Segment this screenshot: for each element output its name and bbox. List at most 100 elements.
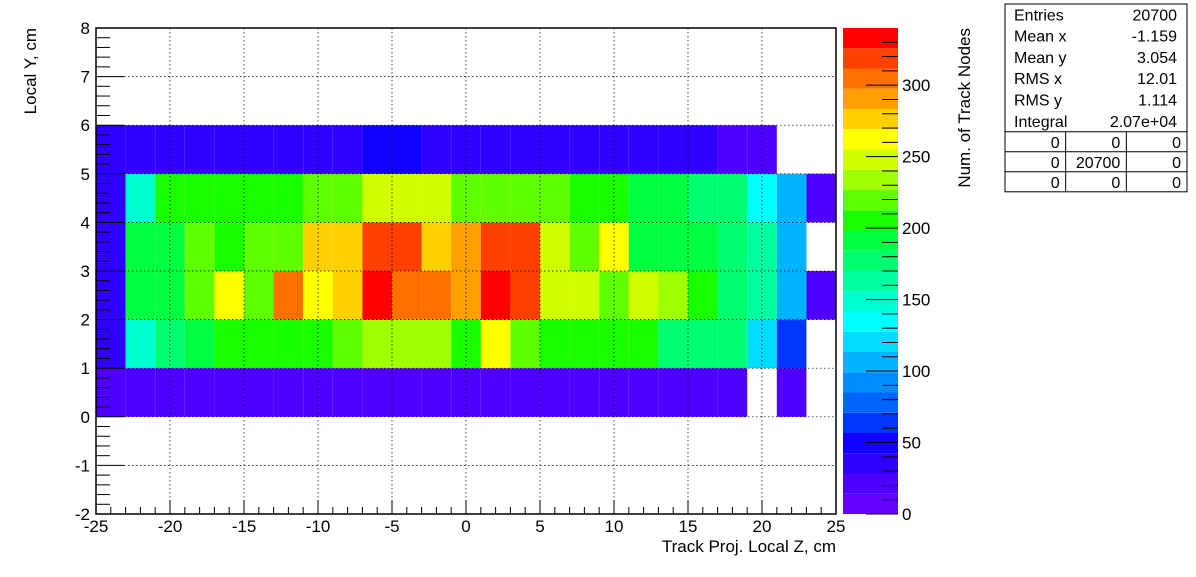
palette-level (843, 190, 898, 211)
y-tick-label: 2 (81, 311, 90, 330)
heatmap-bin (658, 319, 688, 369)
z-tick-label: 0 (902, 505, 911, 524)
heatmap-bin (96, 173, 126, 223)
heatmap-bin (421, 271, 452, 320)
heatmap-bin (480, 222, 511, 271)
heatmap-bin (155, 173, 185, 223)
heatmap-bin (717, 368, 748, 417)
palette-level (843, 48, 898, 69)
heatmap-bin (392, 222, 422, 271)
stats-label: Integral (1014, 114, 1067, 131)
heatmap-bin (480, 173, 511, 223)
stats-value: 1.114 (1138, 93, 1177, 110)
stats-grid-cell: 0 (1172, 155, 1181, 172)
x-tick-label: 20 (753, 517, 772, 536)
x-tick-label: -20 (158, 517, 183, 536)
heatmap-bin (510, 271, 540, 320)
heatmap-bin (510, 173, 540, 223)
heatmap-bin (688, 368, 718, 417)
heatmap-bin (628, 125, 659, 174)
stats-box-frame (1004, 3, 1188, 193)
palette-level (843, 109, 898, 130)
heatmap-bin (362, 271, 392, 320)
heatmap-bin (96, 319, 126, 369)
heatmap-bin (599, 271, 629, 320)
heatmap-bin (628, 368, 659, 417)
y-tick-label: -1 (75, 456, 90, 475)
heatmap-bin (776, 368, 807, 417)
palette-level (843, 210, 898, 231)
heatmap-bin (510, 368, 540, 417)
palette-level (843, 68, 898, 89)
heatmap-bin (392, 368, 422, 417)
heatmap-bin (628, 222, 659, 271)
heatmap-bin (717, 173, 748, 223)
heatmap-bin (688, 173, 718, 223)
heatmap-bin (421, 222, 452, 271)
stats-value: -1.159 (1132, 29, 1177, 46)
heatmap-bin (806, 173, 836, 223)
heatmap-bin (184, 271, 215, 320)
heatmap-bin (540, 319, 570, 369)
heatmap-bin (332, 222, 363, 271)
heatmap-bin (303, 271, 333, 320)
z-tick-label: 300 (902, 76, 930, 95)
heatmap-bin (332, 319, 363, 369)
heatmap-bin (658, 222, 688, 271)
heatmap-bin (540, 173, 570, 223)
y-tick-label: 0 (81, 408, 90, 427)
heatmap-bin (214, 368, 244, 417)
x-tick-label: 15 (679, 517, 698, 536)
heatmap-bin (214, 222, 244, 271)
heatmap-bin (717, 222, 748, 271)
palette-level (843, 230, 898, 251)
heatmap-bin (273, 125, 304, 174)
heatmap-bin (540, 271, 570, 320)
x-tick-label: -10 (306, 517, 331, 536)
heatmap-bin (747, 271, 777, 320)
palette-level (843, 28, 898, 49)
stats-grid-cell: 0 (1051, 155, 1060, 172)
palette-level (843, 311, 898, 332)
stats-grid-cell: 0 (1111, 135, 1120, 152)
heatmap-bin (451, 222, 481, 271)
palette-level (843, 473, 898, 494)
z-tick-label: 100 (902, 362, 930, 381)
heatmap-bin (717, 125, 748, 174)
heatmap-bin (273, 368, 304, 417)
stats-grid-cell: 0 (1051, 135, 1060, 152)
heatmap-bin (569, 368, 600, 417)
heatmap-bin (658, 125, 688, 174)
heatmap-bin (244, 368, 274, 417)
heatmap-bin (658, 368, 688, 417)
y-axis-label: Local Y, cm (21, 28, 40, 114)
stats-value: 3.054 (1137, 50, 1177, 67)
palette-level (843, 493, 898, 514)
heatmap-bin (421, 173, 452, 223)
heatmap-bin (776, 271, 807, 320)
y-tick-label: 7 (81, 68, 90, 87)
heatmap-bin (244, 173, 274, 223)
heatmap-bin (362, 368, 392, 417)
heatmap-bin (480, 125, 511, 174)
heatmap-bin (96, 368, 126, 417)
palette-level (843, 129, 898, 150)
heatmap-bin (392, 271, 422, 320)
x-tick-label: -15 (232, 517, 257, 536)
heatmap-bin (658, 271, 688, 320)
heatmap-bin (599, 173, 629, 223)
y-tick-label: 3 (81, 262, 90, 281)
heatmap-bin (480, 319, 511, 369)
stats-value: 12.01 (1137, 71, 1177, 88)
heatmap-bin (332, 125, 363, 174)
heatmap-bin (303, 222, 333, 271)
palette-level (843, 250, 898, 271)
stats-label: Mean x (1014, 29, 1066, 46)
heatmap-bin (214, 319, 244, 369)
z-tick-label: 200 (902, 219, 930, 238)
palette-level (843, 88, 898, 109)
heatmap-bin (184, 222, 215, 271)
heatmap-bin (540, 222, 570, 271)
